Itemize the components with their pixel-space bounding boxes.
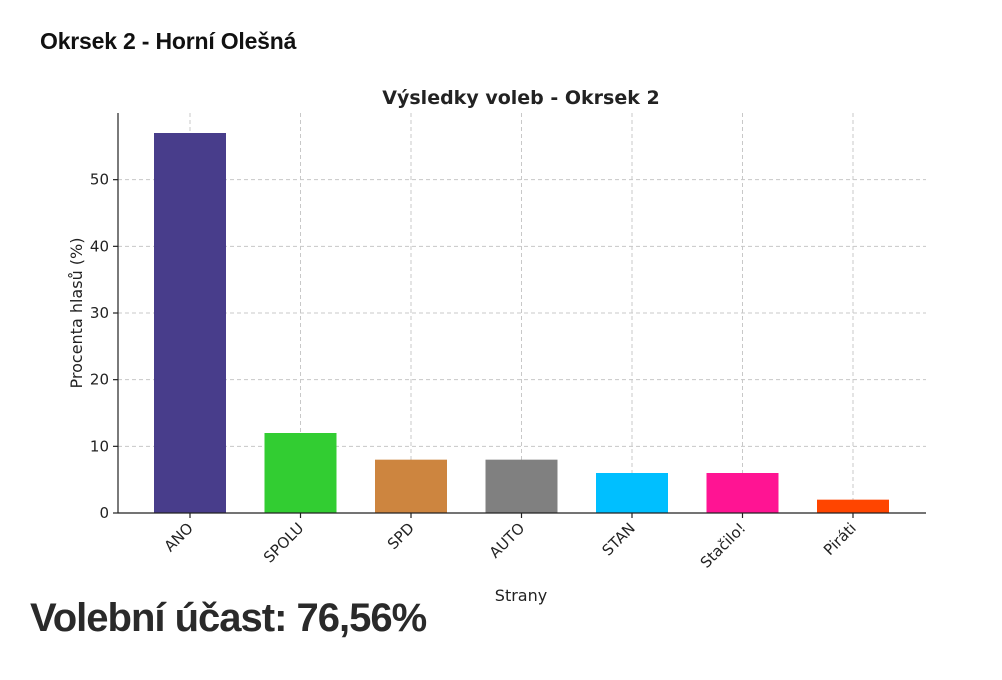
y-tick-label: 50 xyxy=(90,171,109,189)
bar-spd xyxy=(375,459,447,513)
bar-stan xyxy=(596,473,668,513)
x-tick-labels: ANO SPOLU SPD AUTO STAN Stačilo! Piráti xyxy=(161,513,860,572)
chart-grid xyxy=(118,113,926,514)
y-tick-label: 40 xyxy=(90,237,109,255)
y-tick-label: 10 xyxy=(90,437,109,455)
y-tick-label: 0 xyxy=(99,504,109,522)
page-title-district: Horní Olešná xyxy=(155,28,297,54)
chart-title: Výsledky voleb - Okrsek 2 xyxy=(382,87,659,109)
chart-bars xyxy=(154,133,889,513)
y-tick-labels: 0 10 20 30 40 50 xyxy=(90,171,118,522)
x-tick-label: Stačilo! xyxy=(697,519,750,572)
x-tick-label: AUTO xyxy=(486,519,529,562)
y-tick-label: 20 xyxy=(90,371,109,389)
x-tick-label: STAN xyxy=(599,519,639,559)
page-title: Okrsek 2 - Horní Olešná xyxy=(40,28,296,55)
x-axis-label: Strany xyxy=(495,586,547,605)
y-axis-label: Procenta hlasů (%) xyxy=(67,238,86,389)
page-title-separator: - xyxy=(141,28,150,54)
bar-auto xyxy=(485,459,558,513)
x-tick-label: Piráti xyxy=(820,519,860,559)
x-tick-label: SPOLU xyxy=(260,519,307,566)
x-tick-label: ANO xyxy=(161,519,197,555)
x-tick-label: SPD xyxy=(384,519,418,553)
bar-pirti xyxy=(817,499,889,513)
page-title-prefix: Okrsek 2 xyxy=(40,28,136,54)
bar-ano xyxy=(154,133,226,513)
bar-stailo xyxy=(706,473,779,513)
y-tick-label: 30 xyxy=(90,304,109,322)
turnout-text: Volební účast: 76,56% xyxy=(30,596,427,640)
bar-spolu xyxy=(264,433,337,513)
